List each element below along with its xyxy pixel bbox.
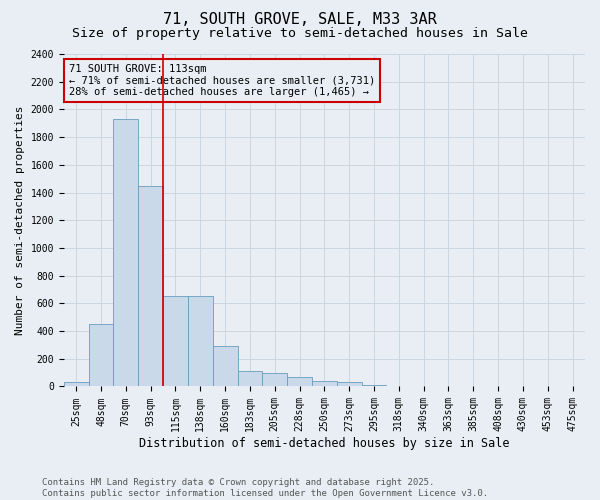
Bar	[138, 186, 163, 386]
Text: 71 SOUTH GROVE: 113sqm
← 71% of semi-detached houses are smaller (3,731)
28% of : 71 SOUTH GROVE: 113sqm ← 71% of semi-det…	[69, 64, 375, 97]
Bar	[64, 382, 89, 386]
Bar	[262, 372, 287, 386]
Text: Size of property relative to semi-detached houses in Sale: Size of property relative to semi-detach…	[72, 28, 528, 40]
Text: Contains HM Land Registry data © Crown copyright and database right 2025.
Contai: Contains HM Land Registry data © Crown c…	[42, 478, 488, 498]
Text: 71, SOUTH GROVE, SALE, M33 3AR: 71, SOUTH GROVE, SALE, M33 3AR	[163, 12, 437, 28]
Bar	[362, 385, 386, 386]
Bar	[163, 296, 188, 386]
Y-axis label: Number of semi-detached properties: Number of semi-detached properties	[15, 106, 25, 335]
Bar	[337, 382, 362, 386]
Bar	[238, 370, 262, 386]
Bar	[188, 296, 212, 386]
X-axis label: Distribution of semi-detached houses by size in Sale: Distribution of semi-detached houses by …	[139, 437, 509, 450]
Bar	[212, 346, 238, 387]
Bar	[287, 378, 312, 386]
Bar	[113, 119, 138, 386]
Bar	[312, 381, 337, 386]
Bar	[89, 324, 113, 386]
